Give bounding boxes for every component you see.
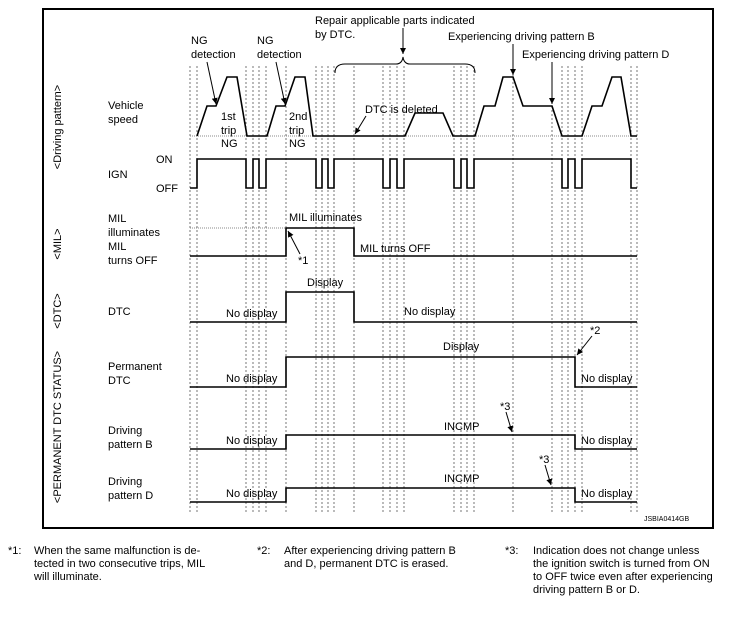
- annotation-trip2: trip: [289, 125, 304, 137]
- row-label-mil-turns-off: MIL: [108, 241, 126, 253]
- arrow-star3-d: [544, 464, 553, 486]
- annotation-trip2: 2nd: [289, 111, 307, 123]
- footnote-text: the ignition switch is turned from ON: [533, 558, 710, 570]
- footnote-key: *1:: [8, 545, 22, 557]
- footnote-text: will illuminate.: [34, 571, 102, 583]
- footnote-text: driving pattern B or D.: [533, 584, 640, 596]
- label-dtc-no-display: No display: [404, 306, 456, 318]
- label-dtc-display: Display: [307, 277, 344, 289]
- annotation-ng-detection-2: detection: [257, 49, 302, 61]
- pattern-d-waveform: [190, 487, 637, 503]
- annotation-trip1: trip: [221, 125, 236, 137]
- arrow-star3-b: [505, 411, 514, 433]
- row-label-pattern-d: Driving: [108, 476, 142, 488]
- footnote-text: tected in two consecutive trips, MIL: [34, 558, 206, 570]
- footnote-text: After experiencing driving pattern B: [284, 545, 456, 557]
- row-label-ign: IGN: [108, 169, 128, 181]
- annotation-exp-b: Experiencing driving pattern B: [448, 31, 595, 43]
- footnote-text: to OFF twice even after experiencing: [533, 571, 713, 583]
- label-pattern-d-no-display: No display: [581, 488, 633, 500]
- row-label-permanent-dtc: DTC: [108, 375, 131, 387]
- annotation-mil-illuminates: MIL illuminates: [289, 212, 362, 224]
- group-label-permanent-dtc-status: <PERMANENT DTC STATUS>: [52, 351, 64, 503]
- row-label-vehicle-speed: Vehicle: [108, 100, 143, 112]
- dtc-waveform: [190, 291, 637, 323]
- row-label-vehicle-speed: speed: [108, 114, 138, 126]
- arrow-ng-detection-1: [206, 61, 218, 105]
- group-label-mil: <MIL>: [52, 228, 64, 259]
- label-permanent-no-display: No display: [581, 373, 633, 385]
- label-pattern-d-incmp: INCMP: [444, 473, 479, 485]
- annotation-arrows: [206, 28, 593, 486]
- ign-waveform: [190, 158, 637, 189]
- footnote-key: *3:: [505, 545, 519, 557]
- label-permanent-no-display: No display: [226, 373, 278, 385]
- arrow-ng-detection-2: [275, 61, 287, 105]
- waveforms: [190, 76, 637, 503]
- arrow-dtc-deleted: [354, 115, 367, 135]
- row-label-pattern-b: pattern B: [108, 439, 153, 451]
- brace-repair: [334, 56, 476, 74]
- row-label-pattern-b: Driving: [108, 425, 142, 437]
- annotation-star1: *1: [298, 255, 308, 267]
- label-pattern-d-no-display: No display: [226, 488, 278, 500]
- label-pattern-b-no-display: No display: [226, 435, 278, 447]
- annotation-repair: by DTC.: [315, 29, 355, 41]
- label-pattern-b-incmp: INCMP: [444, 421, 479, 433]
- permanent-dtc-waveform: [190, 356, 637, 388]
- row-label-dtc: DTC: [108, 306, 131, 318]
- annotation-repair: Repair applicable parts indicated: [315, 15, 475, 27]
- row-label-permanent-dtc: Permanent: [108, 361, 162, 373]
- footnote-key: *2:: [257, 545, 271, 557]
- arrow-star2: [576, 335, 593, 356]
- footnote-text: and D, permanent DTC is erased.: [284, 558, 449, 570]
- row-label-mil-illuminates: illuminates: [108, 227, 160, 239]
- group-label-dtc: <DTC>: [52, 293, 64, 328]
- annotation-star3: *3: [539, 454, 549, 466]
- group-label-driving-pattern: <Driving pattern>: [52, 85, 64, 169]
- annotation-ng-detection-1: detection: [191, 49, 236, 61]
- annotation-exp-d: Experiencing driving pattern D: [522, 49, 669, 61]
- vehicle-speed-waveform: [196, 76, 637, 137]
- figure-id: JSBIA0414GB: [644, 516, 689, 523]
- footnote-text: Indication does not change unless: [533, 545, 700, 557]
- diagram-frame: [42, 8, 714, 529]
- annotation-star2: *2: [590, 325, 600, 337]
- annotation-trip2: NG: [289, 138, 306, 150]
- annotation-trip1: 1st: [221, 111, 236, 123]
- annotation-ng-detection-2: NG: [257, 35, 274, 47]
- row-label-mil-turns-off: turns OFF: [108, 255, 158, 267]
- annotation-star3: *3: [500, 401, 510, 413]
- annotation-mil-turns-off: MIL turns OFF: [360, 243, 431, 255]
- arrow-star1: [287, 230, 301, 255]
- row-label-ign-off: OFF: [156, 183, 178, 195]
- annotation-dtc-deleted: DTC is deleted: [365, 104, 438, 116]
- annotation-ng-detection-1: NG: [191, 35, 208, 47]
- label-permanent-display: Display: [443, 341, 480, 353]
- label-pattern-b-no-display: No display: [581, 435, 633, 447]
- label-dtc-no-display: No display: [226, 308, 278, 320]
- footnote-text: When the same malfunction is de-: [34, 545, 201, 557]
- annotation-trip1: NG: [221, 138, 238, 150]
- row-label-ign-on: ON: [156, 154, 173, 166]
- mil-waveform: [190, 227, 637, 257]
- row-label-mil-illuminates: MIL: [108, 213, 126, 225]
- pattern-b-waveform: [190, 434, 637, 450]
- row-label-pattern-d: pattern D: [108, 490, 153, 502]
